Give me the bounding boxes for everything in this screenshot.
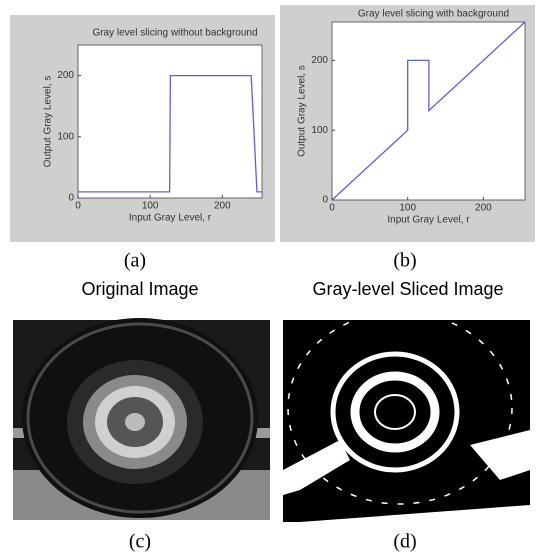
x-axis-label: Input Gray Level, r — [387, 215, 470, 226]
y-tick-label: 200 — [311, 55, 328, 66]
x-tick-label: 100 — [142, 201, 159, 212]
x-axis-label: Input Gray Level, r — [129, 213, 212, 224]
sliced-image — [283, 312, 530, 522]
original-image — [13, 318, 270, 520]
chart-title: Gray level slicing without background — [92, 28, 257, 39]
y-tick-label: 200 — [57, 70, 74, 81]
y-axis-label: Output Gray Level, s — [297, 65, 308, 157]
x-tick-label: 0 — [75, 201, 81, 212]
y-tick-label: 0 — [322, 195, 328, 206]
x-tick-label: 0 — [329, 203, 335, 214]
caption: (c) — [129, 531, 151, 553]
caption: (a) — [124, 250, 146, 272]
x-tick-label: 100 — [399, 203, 416, 214]
y-tick-label: 100 — [57, 131, 74, 142]
x-tick-label: 200 — [214, 201, 231, 212]
y-axis-label: Output Gray Level, s — [43, 76, 54, 168]
image-title: Original Image — [81, 279, 198, 299]
figure: Original Image Gray-level Sliced Image (… — [0, 0, 544, 554]
image-title: Gray-level Sliced Image — [312, 279, 503, 299]
caption: (b) — [393, 250, 416, 272]
x-tick-label: 200 — [475, 203, 492, 214]
y-tick-label: 100 — [311, 125, 328, 136]
y-tick-label: 0 — [68, 193, 74, 204]
chart-title: Gray level slicing with background — [358, 9, 509, 20]
caption: (d) — [393, 531, 416, 553]
